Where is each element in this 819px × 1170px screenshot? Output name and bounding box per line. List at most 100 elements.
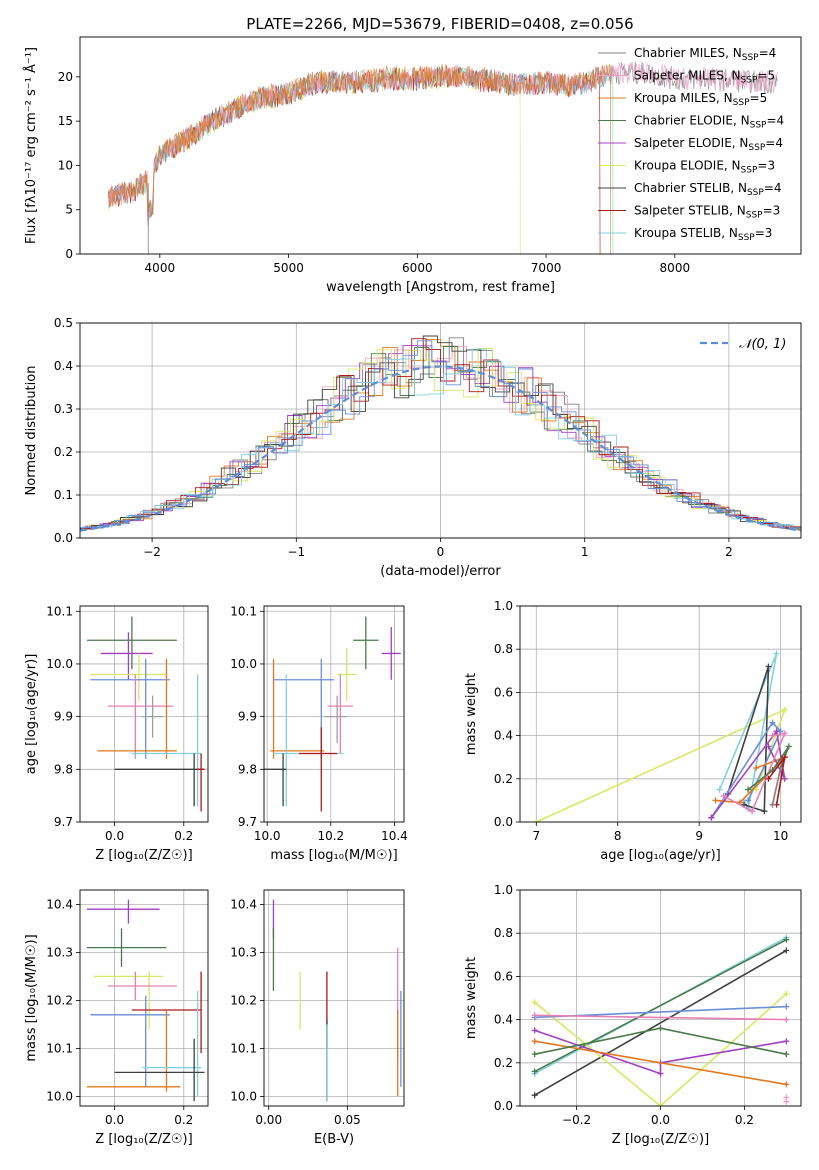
legend-subscript: SSP: [741, 166, 758, 176]
legend-tail: =3: [763, 204, 781, 218]
y-tick-label: 10.1: [230, 1041, 257, 1055]
y-tick-label: 0: [65, 247, 73, 261]
legend-label: 𝒩(0, 1): [739, 337, 786, 352]
legend-tail: =4: [766, 114, 784, 128]
weight-point: [657, 1025, 664, 1032]
x-axis-label: Z [log₁₀(Z/Z☉)]: [95, 848, 192, 863]
weight-point: [531, 999, 538, 1006]
mass-weight-vs-metallicity-panel: −0.2 0.0 0.2 0.0 0.2 0.4 0.6 0.8 1.0 Z [log₁₀(Z/Z…: [464, 883, 802, 1147]
x-axis-label: wavelength [Angstrom, rest frame]: [326, 280, 555, 295]
weight-point: [761, 808, 768, 815]
spectrum-lines: [107, 61, 778, 254]
x-tick-label: 10.4: [381, 829, 408, 843]
weight-point: [781, 730, 788, 737]
weight-point: [657, 1070, 664, 1077]
histogram-steps: [80, 335, 801, 532]
y-axis-label: age [log₁₀(age/yr)]: [24, 654, 39, 775]
weight-point: [783, 990, 790, 997]
legend-tail: =3: [757, 159, 775, 173]
y-tick-label: 0.0: [54, 531, 73, 545]
weight-point: [769, 719, 776, 726]
legend-label: Chabrier ELODIE, NSSP=4: [634, 114, 784, 131]
y-axis-label: mass weight: [464, 673, 479, 755]
x-tick-label: 1: [581, 545, 589, 559]
axes-frame: [263, 889, 405, 1107]
y-tick-label: 9.9: [54, 710, 73, 724]
residual-histogram-panel: −2 −1 0 1 2 0.0 0.1 0.2 0.3 0.4 0.5 (data-model)/er…: [24, 316, 802, 579]
weight-point: [657, 1103, 664, 1106]
y-tick-label: 0.4: [494, 1013, 513, 1027]
x-tick-label: 5000: [273, 261, 304, 275]
axes-frame: [519, 889, 802, 1107]
weight-point: [531, 1092, 538, 1099]
weight-point: [708, 814, 715, 821]
legend-tail: =4: [759, 46, 777, 60]
weight-series: [710, 729, 786, 819]
y-tick-label: 1.0: [494, 599, 513, 613]
y-tick-label: 10.4: [230, 897, 257, 911]
x-axis-label: (data-model)/error: [380, 564, 501, 579]
weight-point: [531, 1051, 538, 1058]
histogram-series: [80, 338, 801, 531]
y-tick-label: 10.0: [46, 657, 73, 671]
y-tick-label: 0.3: [54, 402, 73, 416]
y-tick-label: 0.6: [494, 969, 513, 983]
x-tick-label: 8: [614, 829, 622, 843]
weight-point: [783, 1016, 790, 1023]
y-tick-label: 10.0: [230, 1089, 257, 1103]
x-tick-label: 10.0: [254, 829, 281, 843]
axes-frame: [79, 322, 802, 539]
x-tick-label: 0.0: [105, 829, 124, 843]
weight-point: [783, 947, 790, 954]
legend-label: Salpeter STELIB, NSSP=3: [634, 204, 780, 221]
weight-point: [777, 765, 784, 771]
y-axis-label: Normed distribution: [24, 366, 39, 496]
legend-subscript: SSP: [746, 211, 763, 221]
x-tick-label: 10: [773, 829, 788, 843]
weight-point: [753, 765, 760, 771]
y-tick-label: 10.3: [230, 945, 257, 959]
y-tick-label: 0.5: [54, 316, 73, 330]
figure-title: PLATE=2266, MJD=53679, FIBERID=0408, z=0…: [246, 15, 633, 33]
histogram-series: [80, 348, 801, 531]
x-tick-label: 8000: [660, 261, 691, 275]
y-tick-label: 1.0: [494, 883, 513, 897]
y-tick-label: 9.9: [238, 710, 257, 724]
x-tick-label: 7: [532, 829, 540, 843]
x-axis-label: E(B-V): [314, 1132, 354, 1147]
weight-point: [783, 1003, 790, 1010]
weight-point: [745, 797, 752, 804]
x-tick-label: −1: [287, 545, 305, 559]
weight-point: [753, 786, 760, 793]
weight-point: [781, 775, 788, 782]
legend-label: Chabrier STELIB, NSSP=4: [634, 181, 782, 198]
weight-point: [783, 1081, 790, 1088]
legend-subscript: SSP: [738, 233, 755, 243]
weight-point: [769, 801, 776, 808]
axes-frame: [79, 605, 209, 823]
mass-vs-ebv-panel: 0.00 0.05 10.0 10.1 10.2 10.3 10.4 E(B-V): [230, 889, 405, 1147]
age-vs-mass-panel: 10.0 10.2 10.4 9.7 9.8 9.9 10.0 10.1 mass [log₁₀…: [230, 604, 408, 863]
y-tick-label: 10.0: [230, 657, 257, 671]
x-tick-label: 0.2: [174, 1113, 193, 1127]
weight-series: [534, 938, 787, 1073]
errorbars: [272, 899, 402, 1102]
axes-frame: [79, 36, 802, 255]
y-tick-label: 15: [58, 114, 73, 128]
spectrum-series: [108, 66, 601, 254]
x-axis-label: Z [log₁₀(Z/Z☉)]: [95, 1132, 192, 1147]
y-tick-label: 10.2: [230, 993, 257, 1007]
weight-point: [749, 808, 756, 815]
x-tick-label: −2: [143, 545, 161, 559]
weight-point: [783, 1094, 790, 1101]
legend-tail: =4: [765, 136, 783, 150]
weight-point: [745, 786, 752, 793]
y-axis-label: Flux [fλ10⁻¹⁷ erg cm⁻² s⁻¹ Å⁻¹]: [23, 47, 39, 244]
x-tick-label: 0: [437, 545, 445, 559]
spectrum-series: [107, 65, 614, 254]
x-tick-label: 0.0: [105, 1113, 124, 1127]
x-tick-label: 0.2: [174, 829, 193, 843]
y-tick-label: 0.1: [54, 488, 73, 502]
weight-point: [781, 754, 788, 761]
